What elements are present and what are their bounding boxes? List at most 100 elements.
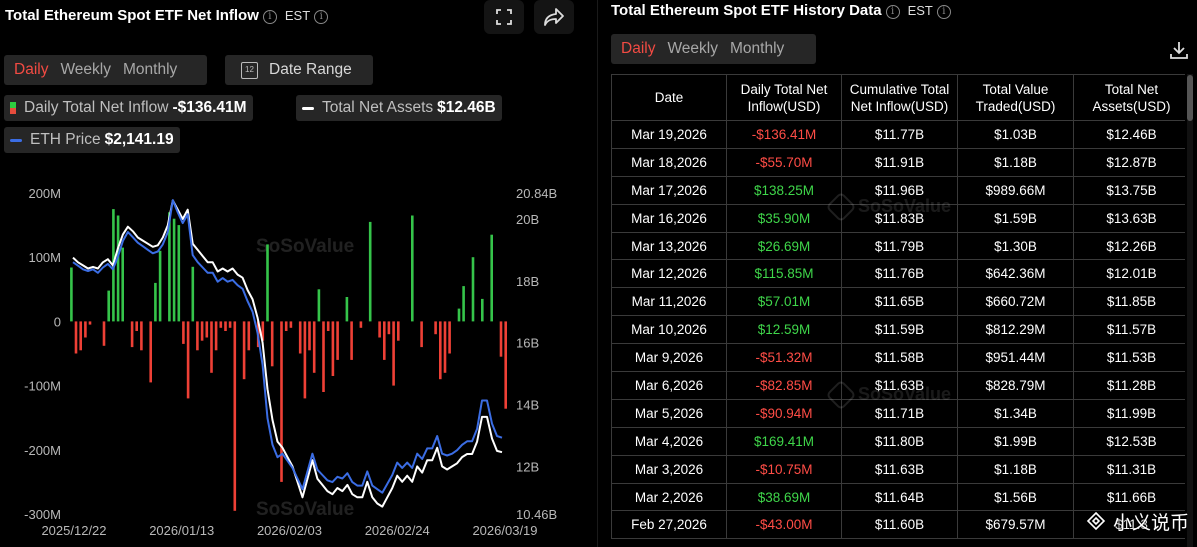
info-icon[interactable]: i: [314, 10, 329, 24]
header-value-traded[interactable]: Total Value Traded(USD): [957, 74, 1074, 121]
inflow-bar: [345, 297, 349, 322]
cell-value-traded: $1.03B: [957, 120, 1074, 149]
y-left-tick-label: -200M: [24, 443, 61, 458]
legend-price[interactable]: ETH Price $2,141.19: [4, 127, 180, 153]
left-panel: Total Ethereum Spot ETF Net Inflow i EST i …: [0, 0, 596, 547]
share-button[interactable]: [534, 0, 574, 34]
table-row[interactable]: Mar 12,2026 $115.85M $11.76B $642.36M $12.01…: [611, 259, 1185, 289]
inflow-bar: [210, 321, 213, 373]
legend-assets[interactable]: Total Net Assets $12.46B: [296, 95, 502, 121]
cell-date: Mar 19,2026: [611, 120, 727, 149]
history-table: Date Daily Total Net Inflow(USD) Cumulat…: [611, 74, 1185, 540]
inflow-bar: [308, 321, 311, 351]
inflow-bar: [177, 225, 181, 322]
inflow-bar: [481, 298, 484, 322]
inflow-bar: [261, 321, 265, 341]
table-row[interactable]: Mar 9,2026 -$51.32M $11.58B $951.44M $11.53B: [611, 343, 1185, 373]
x-tick-label: 2026/02/24: [365, 523, 430, 538]
inflow-bar: [331, 321, 335, 376]
inflow-bar: [359, 321, 363, 328]
table-row[interactable]: Mar 16,2026 $35.90M $11.83B $1.59B $13.63B: [611, 203, 1185, 233]
table-row[interactable]: Mar 11,2026 $57.01M $11.65B $660.72M $11.85B: [611, 287, 1185, 317]
corner-tag-text: 小义说币: [1112, 513, 1189, 534]
tab-daily[interactable]: Daily: [14, 61, 49, 78]
inflow-bar: [154, 282, 157, 322]
inflow-bar: [88, 321, 92, 325]
date-range-label: Date Range: [269, 61, 352, 78]
y-right-tick-label: 10.46B: [516, 507, 557, 522]
cell-date: Mar 5,2026: [611, 398, 727, 428]
assets-legend-swatch: [302, 106, 314, 110]
table-row[interactable]: Mar 19,2026 -$136.41M $11.77B $1.03B $12.46B: [611, 120, 1185, 149]
inflow-bar: [84, 321, 87, 338]
cell-daily-inflow: -$43.00M: [726, 510, 842, 540]
cell-value-traded: $642.36M: [957, 259, 1074, 289]
inflow-bar: [284, 321, 288, 331]
tab-weekly[interactable]: Weekly: [60, 61, 111, 78]
table-row[interactable]: Mar 3,2026 -$10.75M $11.63B $1.18B $11.31B: [611, 454, 1185, 484]
inflow-bar: [420, 321, 423, 348]
tab-monthly[interactable]: Monthly: [730, 40, 785, 57]
inflow-bar: [280, 321, 283, 482]
inflow-bar: [439, 321, 442, 380]
inflow-bar: [196, 321, 199, 351]
header-net-assets[interactable]: Total Net Assets(USD): [1073, 74, 1185, 121]
cell-date: Mar 9,2026: [611, 343, 727, 373]
table-row[interactable]: Mar 18,2026 -$55.70M $11.91B $1.18B $12.87B: [611, 147, 1185, 177]
cell-date: Mar 4,2026: [611, 426, 727, 456]
info-icon[interactable]: i: [262, 10, 277, 24]
left-period-tabs: Daily Weekly Monthly: [4, 55, 207, 85]
header-cumulative-inflow[interactable]: Cumulative Total Net Inflow(USD): [841, 74, 958, 121]
cell-cumulative-inflow: $11.63B: [841, 371, 958, 400]
cell-daily-inflow: -$136.41M: [726, 120, 842, 149]
tab-weekly[interactable]: Weekly: [667, 40, 718, 57]
cell-daily-inflow: -$55.70M: [726, 147, 842, 177]
x-tick-label: 2025/12/22: [41, 523, 106, 538]
inflow-bar: [149, 321, 152, 383]
inflow-bar: [102, 321, 106, 346]
cell-cumulative-inflow: $11.71B: [841, 398, 958, 428]
date-range-button[interactable]: 12 Date Range: [225, 55, 373, 85]
cell-cumulative-inflow: $11.59B: [841, 315, 958, 345]
table-row[interactable]: Feb 27,2026 -$43.00M $11.60B $679.57M $11.3: [611, 510, 1185, 540]
table-row[interactable]: Mar 10,2026 $12.59M $11.59B $812.29M $11.57B: [611, 315, 1185, 345]
tab-daily[interactable]: Daily: [621, 40, 656, 57]
scrollbar-track[interactable]: [1187, 74, 1193, 547]
cell-net-assets: $11.53B: [1073, 343, 1185, 373]
inflow-legend-label: Daily Total Net Inflow: [24, 99, 169, 116]
legend-inflow[interactable]: Daily Total Net Inflow -$136.41M: [4, 95, 253, 121]
cell-net-assets: $11.31B: [1073, 454, 1185, 484]
cell-date: Mar 13,2026: [611, 231, 727, 261]
info-icon[interactable]: i: [936, 5, 951, 19]
table-body: Mar 19,2026 -$136.41M $11.77B $1.03B $12.46B…: [611, 120, 1185, 540]
cell-value-traded: $812.29M: [957, 315, 1074, 345]
assets-legend-label: Total Net Assets: [322, 99, 434, 116]
download-icon[interactable]: [1169, 40, 1189, 60]
panel-divider: [597, 0, 598, 547]
inflow-legend-value: -$136.41M: [172, 99, 247, 116]
inflow-bar: [191, 266, 195, 322]
table-row[interactable]: Mar 5,2026 -$90.94M $11.71B $1.34B $11.99B: [611, 398, 1185, 428]
tab-monthly[interactable]: Monthly: [123, 61, 178, 78]
table-row[interactable]: Mar 4,2026 $169.41M $11.80B $1.99B $12.53B: [611, 426, 1185, 456]
y-right-tick-label: 20.84B: [516, 186, 557, 201]
cell-daily-inflow: $57.01M: [726, 287, 842, 317]
table-row[interactable]: Mar 6,2026 -$82.85M $11.63B $828.79M $11.28B: [611, 371, 1185, 400]
inflow-chart: SoSoValue SoSoValue 200M 100M 0 -100M -200M -30…: [24, 186, 557, 538]
table-row[interactable]: Mar 2,2026 $38.69M $11.64B $1.56B $11.66B: [611, 482, 1185, 512]
inflow-bar: [322, 321, 325, 392]
timezone-label: EST: [284, 8, 311, 23]
header-date[interactable]: Date: [611, 74, 727, 121]
scrollbar-thumb[interactable]: [1187, 75, 1193, 121]
cell-cumulative-inflow: $11.80B: [841, 426, 958, 456]
info-icon[interactable]: i: [885, 5, 900, 19]
inflow-bar: [266, 244, 269, 322]
inflow-bar: [434, 321, 437, 335]
cell-value-traded: $828.79M: [957, 371, 1074, 400]
fullscreen-button[interactable]: [484, 0, 524, 34]
table-row[interactable]: Mar 17,2026 $138.25M $11.96B $989.66M $13.75…: [611, 175, 1185, 205]
cell-value-traded: $660.72M: [957, 287, 1074, 317]
table-row[interactable]: Mar 13,2026 $26.69M $11.79B $1.30B $12.26B: [611, 231, 1185, 261]
cell-net-assets: $12.01B: [1073, 259, 1185, 289]
header-daily-inflow[interactable]: Daily Total Net Inflow(USD): [726, 74, 842, 121]
